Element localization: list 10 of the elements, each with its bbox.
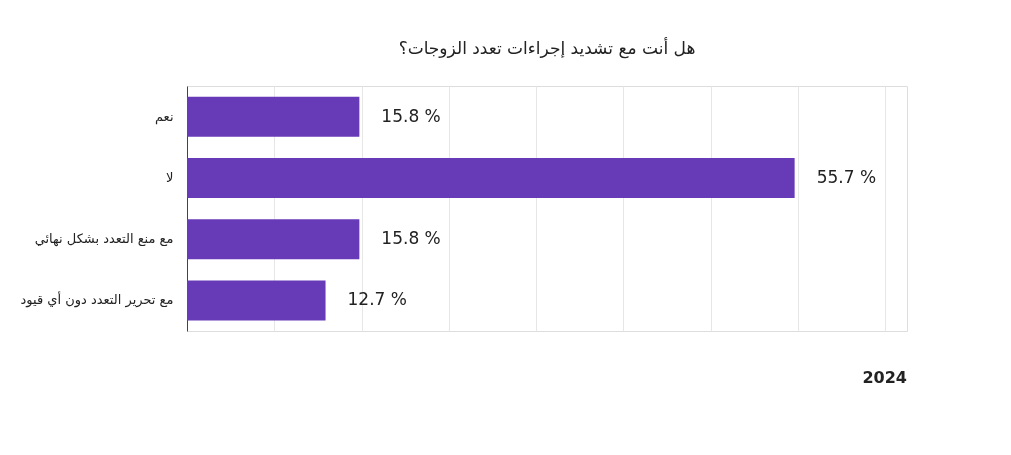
data-label: 15.8 % (381, 228, 441, 249)
y-tick-label: نعم (154, 108, 174, 125)
text: 2024 (862, 368, 907, 387)
y-tick-label: لا (166, 169, 174, 185)
y-tick-label: مع منع التعدد بشكل نهائي (34, 231, 174, 248)
data-label: 55.7 % (816, 166, 877, 187)
chart-title: هل أنت مع تشديد إجراءات تعدد الزوجات؟ (398, 37, 696, 59)
y-tick-label: مع تحرير التعدد دون أي قيود (20, 291, 174, 309)
data-label: 12.7 % (347, 289, 407, 310)
data-label: 15.8 % (381, 105, 441, 126)
